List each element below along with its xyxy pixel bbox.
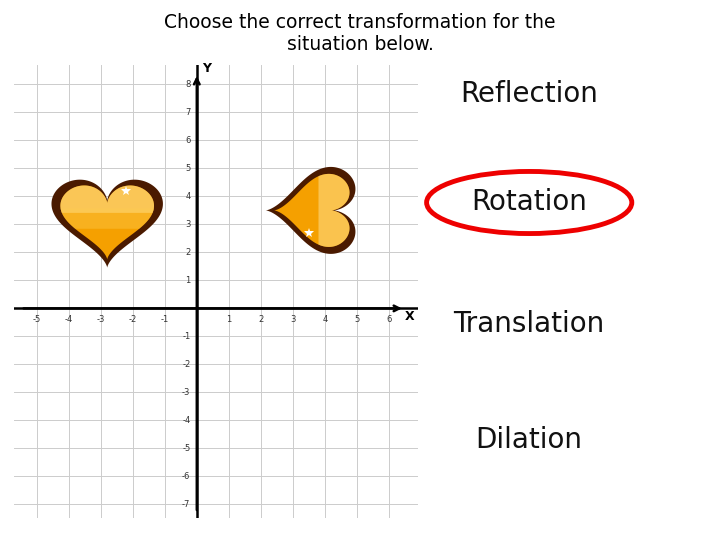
Text: -6: -6 — [182, 472, 190, 481]
Polygon shape — [266, 167, 356, 254]
Text: 4: 4 — [322, 315, 328, 325]
Text: Translation: Translation — [454, 310, 605, 338]
Text: situation below.: situation below. — [287, 35, 433, 54]
Text: -3: -3 — [182, 388, 190, 397]
Text: 6: 6 — [386, 315, 392, 325]
Text: 8: 8 — [185, 80, 190, 89]
Text: 1: 1 — [185, 276, 190, 285]
Text: Dilation: Dilation — [476, 426, 582, 454]
Polygon shape — [274, 174, 349, 247]
Text: Reflection: Reflection — [460, 80, 598, 109]
Text: -2: -2 — [182, 360, 190, 369]
Text: 2: 2 — [258, 315, 264, 325]
Text: X: X — [405, 310, 415, 323]
Text: Y: Y — [202, 62, 212, 75]
Text: 5: 5 — [354, 315, 359, 325]
Polygon shape — [60, 208, 154, 229]
Polygon shape — [60, 185, 154, 213]
Text: 3: 3 — [185, 220, 190, 229]
Text: -1: -1 — [161, 315, 169, 325]
Text: 1: 1 — [226, 315, 231, 325]
Text: 2: 2 — [185, 248, 190, 257]
Text: Choose the correct transformation for the: Choose the correct transformation for th… — [164, 14, 556, 32]
Text: -5: -5 — [182, 444, 190, 453]
Text: -3: -3 — [96, 315, 105, 325]
Polygon shape — [60, 185, 154, 260]
Text: -5: -5 — [32, 315, 41, 325]
Text: -7: -7 — [182, 500, 190, 509]
Text: -2: -2 — [129, 315, 137, 325]
Text: 6: 6 — [185, 136, 190, 145]
Text: 7: 7 — [185, 108, 190, 117]
Text: -4: -4 — [182, 416, 190, 425]
Text: -4: -4 — [65, 315, 73, 325]
Text: Rotation: Rotation — [472, 188, 587, 217]
Text: -1: -1 — [182, 332, 190, 341]
Text: 4: 4 — [185, 192, 190, 201]
Text: 5: 5 — [185, 164, 190, 173]
Polygon shape — [52, 180, 163, 268]
Polygon shape — [318, 174, 349, 247]
Text: 3: 3 — [290, 315, 295, 325]
